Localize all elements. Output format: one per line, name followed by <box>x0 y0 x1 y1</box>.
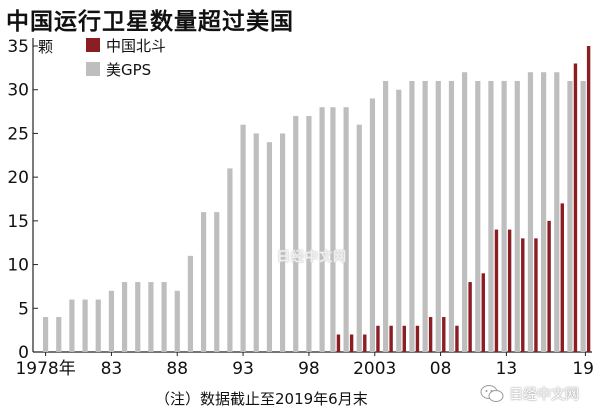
bar-gps <box>266 142 273 352</box>
bar-gps <box>161 282 167 352</box>
legend-swatch-beidou <box>86 38 100 52</box>
y-tick-label: 5 <box>18 299 29 319</box>
x-tick-label: 88 <box>166 359 188 379</box>
y-tick-label: 35 <box>7 37 29 57</box>
bar-beidou <box>349 334 354 352</box>
bar-gps <box>580 80 586 352</box>
bar-beidou <box>389 325 393 352</box>
bar-gps <box>396 89 402 352</box>
bar-gps <box>293 115 299 352</box>
y-unit-label: 颗 <box>38 38 53 56</box>
bar-gps <box>319 107 325 352</box>
chart-title: 中国运行卫星数量超过美国 <box>6 9 294 35</box>
y-tick-label: 25 <box>7 124 29 144</box>
bar-gps <box>200 212 207 352</box>
y-tick-label: 15 <box>7 212 29 232</box>
bar-gps <box>174 290 180 352</box>
bar-beidou <box>507 229 512 352</box>
bar-gps <box>527 72 534 352</box>
bar-gps <box>148 282 154 352</box>
y-tick-label: 10 <box>7 256 29 276</box>
bar-gps <box>343 107 349 352</box>
bar-beidou <box>586 46 591 352</box>
bar-gps <box>501 80 507 352</box>
x-tick-label: 1978年 <box>15 359 75 379</box>
bar-gps <box>279 133 286 352</box>
legend-label-gps: 美GPS <box>106 61 151 79</box>
bar-gps <box>69 299 75 352</box>
bar-gps <box>108 290 115 352</box>
bar-beidou <box>455 325 459 352</box>
wechat-icon <box>480 385 504 402</box>
bar-gps <box>82 299 88 352</box>
bar-gps <box>462 72 468 352</box>
bar-gps <box>306 115 312 352</box>
bar-gps <box>330 107 336 352</box>
bar-beidou <box>494 229 499 352</box>
bar-beidou <box>573 63 578 352</box>
bar-beidou <box>402 325 406 352</box>
bar-gps <box>356 124 362 352</box>
x-tick-label: 83 <box>101 359 123 379</box>
x-tick-label: 98 <box>298 359 320 379</box>
bar-gps <box>383 80 389 352</box>
bar-beidou <box>534 238 538 352</box>
x-tick-label: 08 <box>430 359 452 379</box>
bar-gps <box>554 72 560 352</box>
bar-beidou <box>468 282 472 352</box>
bar-gps <box>121 282 128 352</box>
bar-gps <box>488 80 494 352</box>
bar-gps <box>227 168 233 352</box>
bar-gps <box>475 80 481 352</box>
bar-beidou <box>428 317 433 352</box>
bar-gps <box>514 80 520 352</box>
bar-beidou <box>481 273 485 352</box>
x-tick-label: 2003 <box>353 359 396 379</box>
bar-beidou <box>521 238 525 352</box>
bar-gps <box>422 80 428 352</box>
bar-gps <box>409 80 415 352</box>
watermark-brand: 日经中文网 <box>509 387 579 403</box>
x-tick-label: 93 <box>232 359 254 379</box>
y-tick-label: 0 <box>18 343 29 363</box>
legend-swatch-gps <box>86 62 100 76</box>
bar-beidou <box>415 325 420 352</box>
bar-gps <box>448 80 455 352</box>
bar-beidou <box>336 334 341 352</box>
bar-gps <box>541 72 547 352</box>
bar-beidou <box>363 334 367 352</box>
chart-note: （注）数据截止至2019年6月末 <box>155 390 368 408</box>
bar-gps <box>95 299 101 352</box>
y-tick-label: 30 <box>7 81 29 101</box>
watermark-text: 日经中文网 <box>277 250 348 265</box>
bar-gps <box>567 80 573 352</box>
x-tick-label: 19 <box>572 359 594 379</box>
y-tick-label: 20 <box>7 168 29 188</box>
legend-label-beidou: 中国北斗 <box>106 37 166 55</box>
x-tick-label: 13 <box>496 359 518 379</box>
bar-gps <box>214 212 220 352</box>
bar-gps <box>135 282 141 352</box>
bar-beidou <box>442 317 446 352</box>
bar-gps <box>240 124 246 352</box>
bar-beidou <box>560 203 564 352</box>
bar-gps <box>187 255 194 352</box>
bar-beidou <box>376 325 380 352</box>
watermark-badge: 日经中文网 <box>480 384 579 404</box>
bar-gps <box>253 133 259 352</box>
bar-gps <box>56 317 62 352</box>
bar-gps <box>369 98 376 352</box>
bar-gps <box>435 80 441 352</box>
bar-gps <box>42 317 49 352</box>
bar-beidou <box>547 220 551 352</box>
